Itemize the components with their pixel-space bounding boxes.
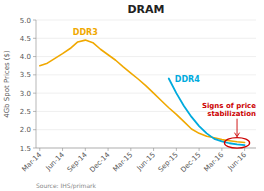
chart: 1.52.02.53.03.54.04.55.0Mar-14Jun-14Sep-… bbox=[0, 0, 264, 191]
title: DRAM bbox=[127, 3, 164, 16]
y-tick bbox=[33, 129, 36, 130]
series-label: DDR4 bbox=[175, 75, 200, 84]
x-tick-label: Mar-14 bbox=[20, 150, 43, 173]
x-tick bbox=[199, 148, 200, 151]
annotation: Signs of pricestabilization bbox=[202, 102, 256, 118]
y-tick-label: 5.0 bbox=[20, 17, 31, 25]
x-tick-label: Mar-15 bbox=[111, 151, 134, 174]
grid-line bbox=[36, 20, 256, 21]
annotation-arrow bbox=[237, 119, 238, 137]
y-tick-label: 4.0 bbox=[20, 53, 31, 61]
x-tick-label: Jun-16 bbox=[226, 150, 249, 173]
series-label: DDR3 bbox=[73, 28, 98, 37]
x-tick-label: Mar-16 bbox=[203, 150, 226, 173]
x-tick bbox=[39, 148, 40, 151]
y-axis bbox=[36, 20, 37, 148]
y-tick-label: 1.5 bbox=[20, 145, 31, 153]
grid-line bbox=[36, 129, 256, 130]
grid-line bbox=[36, 38, 256, 39]
x-tick bbox=[85, 148, 86, 151]
y-tick bbox=[33, 93, 36, 94]
series-line bbox=[40, 40, 245, 142]
y-tick bbox=[33, 148, 36, 149]
x-tick-label: Jun-14 bbox=[44, 150, 67, 173]
grid-line bbox=[36, 74, 256, 75]
y-tick-label: 3.5 bbox=[20, 71, 31, 79]
x-tick bbox=[108, 148, 109, 151]
y-axis-label: 4Gb Spot Prices ($) bbox=[3, 50, 11, 118]
x-tick bbox=[153, 148, 154, 151]
x-tick-label: Dec-14 bbox=[88, 150, 112, 174]
x-tick-label: Jun-15 bbox=[135, 151, 157, 173]
x-tick-label: Sep-14 bbox=[66, 150, 89, 173]
x-tick bbox=[244, 148, 245, 151]
x-tick bbox=[62, 148, 63, 151]
y-tick bbox=[33, 38, 36, 39]
annotation-arrowhead bbox=[235, 133, 240, 137]
y-tick bbox=[33, 74, 36, 75]
x-tick-label: Dec-15 bbox=[179, 151, 202, 174]
y-tick bbox=[33, 56, 36, 57]
x-tick bbox=[130, 148, 131, 151]
plot-area bbox=[40, 40, 245, 145]
grid-line bbox=[36, 93, 256, 94]
x-tick bbox=[176, 148, 177, 151]
x-axis bbox=[36, 148, 256, 149]
y-tick bbox=[33, 111, 36, 112]
y-tick-label: 4.5 bbox=[20, 35, 31, 43]
y-tick-label: 2.5 bbox=[20, 108, 31, 116]
y-tick-label: 2.0 bbox=[20, 126, 31, 134]
grid-line bbox=[36, 148, 256, 149]
y-tick-label: 3.0 bbox=[20, 90, 31, 98]
grid-line bbox=[36, 56, 256, 57]
source: Source: IHS/primark bbox=[36, 182, 97, 190]
x-tick-label: Sep-15 bbox=[157, 151, 180, 174]
highlight-ellipse bbox=[224, 138, 249, 148]
x-tick bbox=[221, 148, 222, 151]
y-tick bbox=[33, 20, 36, 21]
